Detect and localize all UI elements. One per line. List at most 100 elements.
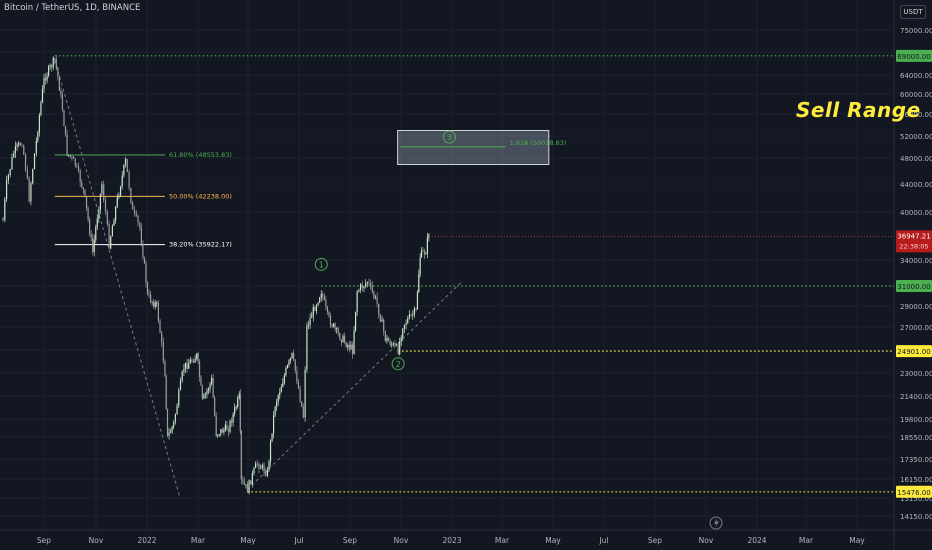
candle-body: [392, 343, 394, 345]
candle-body: [192, 361, 195, 363]
x-tick-label: Sep: [343, 536, 357, 545]
candle-body: [9, 169, 11, 176]
candle-body: [28, 178, 30, 202]
candle-body: [76, 165, 78, 167]
candle-body: [322, 294, 324, 297]
candle-body: [263, 464, 265, 473]
candle-body: [426, 237, 428, 254]
candle-body: [288, 360, 290, 366]
candle-body: [345, 342, 347, 347]
candle-body: [146, 282, 149, 294]
trendline-1: [247, 280, 464, 490]
candle-body: [81, 182, 83, 188]
candle-body: [229, 420, 231, 432]
candle-body: [63, 110, 65, 127]
y-tick-label: 18550.00: [900, 434, 932, 442]
candle-body: [348, 344, 350, 349]
candle-body: [217, 434, 219, 436]
candle-body: [162, 342, 164, 362]
level-label: 15476.00: [897, 489, 930, 497]
candle-body: [329, 315, 332, 326]
candle-body: [336, 328, 338, 330]
candle-body: [285, 368, 287, 376]
candle-body: [98, 209, 100, 219]
candle-body: [11, 157, 13, 170]
fib-label: 50.00% (42238.00): [169, 192, 232, 200]
candle-body: [171, 426, 173, 432]
candle-body: [110, 236, 112, 249]
candle-body: [266, 470, 269, 476]
level-tag-1: [896, 280, 932, 292]
target-fib-label: 1.618 (50018.83): [510, 139, 567, 147]
candle-body: [337, 328, 339, 334]
candle-body: [425, 253, 427, 255]
y-tick-label: 52000.00: [900, 133, 932, 141]
candle-body: [7, 175, 9, 181]
candle-body: [77, 166, 80, 171]
candle-body: [223, 429, 225, 433]
trendline-0: [54, 59, 181, 498]
candle-body: [235, 406, 237, 408]
candle-body: [277, 395, 279, 402]
candle-body: [339, 333, 341, 340]
candle-body: [361, 284, 363, 288]
candle-body: [161, 332, 163, 343]
candle-body: [166, 408, 169, 436]
candle-body: [239, 393, 241, 432]
candle-body: [356, 291, 358, 312]
candle-body: [282, 383, 284, 387]
candle-body: [232, 413, 234, 423]
candle-body: [137, 215, 139, 223]
candle-body: [106, 211, 108, 224]
candle-body: [350, 344, 352, 349]
level-label: 69000.00: [897, 53, 930, 61]
candle-body: [402, 328, 404, 338]
candle-body: [33, 153, 36, 170]
candle-body: [18, 143, 20, 145]
y-tick-label: 23000.00: [900, 370, 932, 378]
candle-body: [368, 282, 370, 284]
wave-label: 3: [447, 133, 452, 142]
y-tick-label: 14150.00: [900, 513, 932, 521]
y-tick-label: 16150.00: [900, 476, 932, 484]
candle-body: [323, 296, 325, 300]
wave-label: 1: [319, 260, 324, 269]
candle-body: [304, 369, 306, 418]
candle-body: [164, 361, 166, 377]
candle-body: [55, 59, 57, 68]
candle-body: [269, 440, 272, 462]
x-tick-label: Nov: [89, 536, 104, 545]
candle-body: [188, 363, 190, 369]
candle-body: [61, 94, 64, 111]
candle-body: [118, 195, 120, 198]
last-price-tag: [896, 230, 932, 253]
candle-body: [415, 308, 417, 310]
candle-body: [153, 301, 155, 307]
currency-button[interactable]: USDT: [900, 5, 926, 19]
candle-body: [66, 134, 68, 156]
candle-body: [325, 299, 327, 307]
wave-marker-1: [314, 257, 328, 271]
candle-body: [174, 414, 176, 422]
candle-body: [210, 377, 213, 384]
target-box: [397, 130, 550, 165]
candle-body: [184, 362, 187, 369]
candle-body: [151, 301, 153, 303]
candle-body: [258, 463, 260, 469]
x-tick-label: May: [240, 536, 256, 545]
candle-body: [201, 385, 203, 399]
candle-body: [280, 386, 282, 393]
candle-body: [92, 237, 94, 252]
candle-body: [227, 430, 230, 432]
candle-body: [142, 244, 144, 258]
candle-body: [224, 424, 227, 430]
x-tick-label: May: [545, 536, 561, 545]
candle-body: [95, 227, 97, 240]
candle-body: [384, 330, 386, 341]
candle-body: [260, 467, 262, 469]
candle-body: [331, 325, 333, 327]
candle-body: [139, 222, 141, 228]
candle-body: [176, 405, 178, 415]
candle-body: [41, 88, 44, 103]
